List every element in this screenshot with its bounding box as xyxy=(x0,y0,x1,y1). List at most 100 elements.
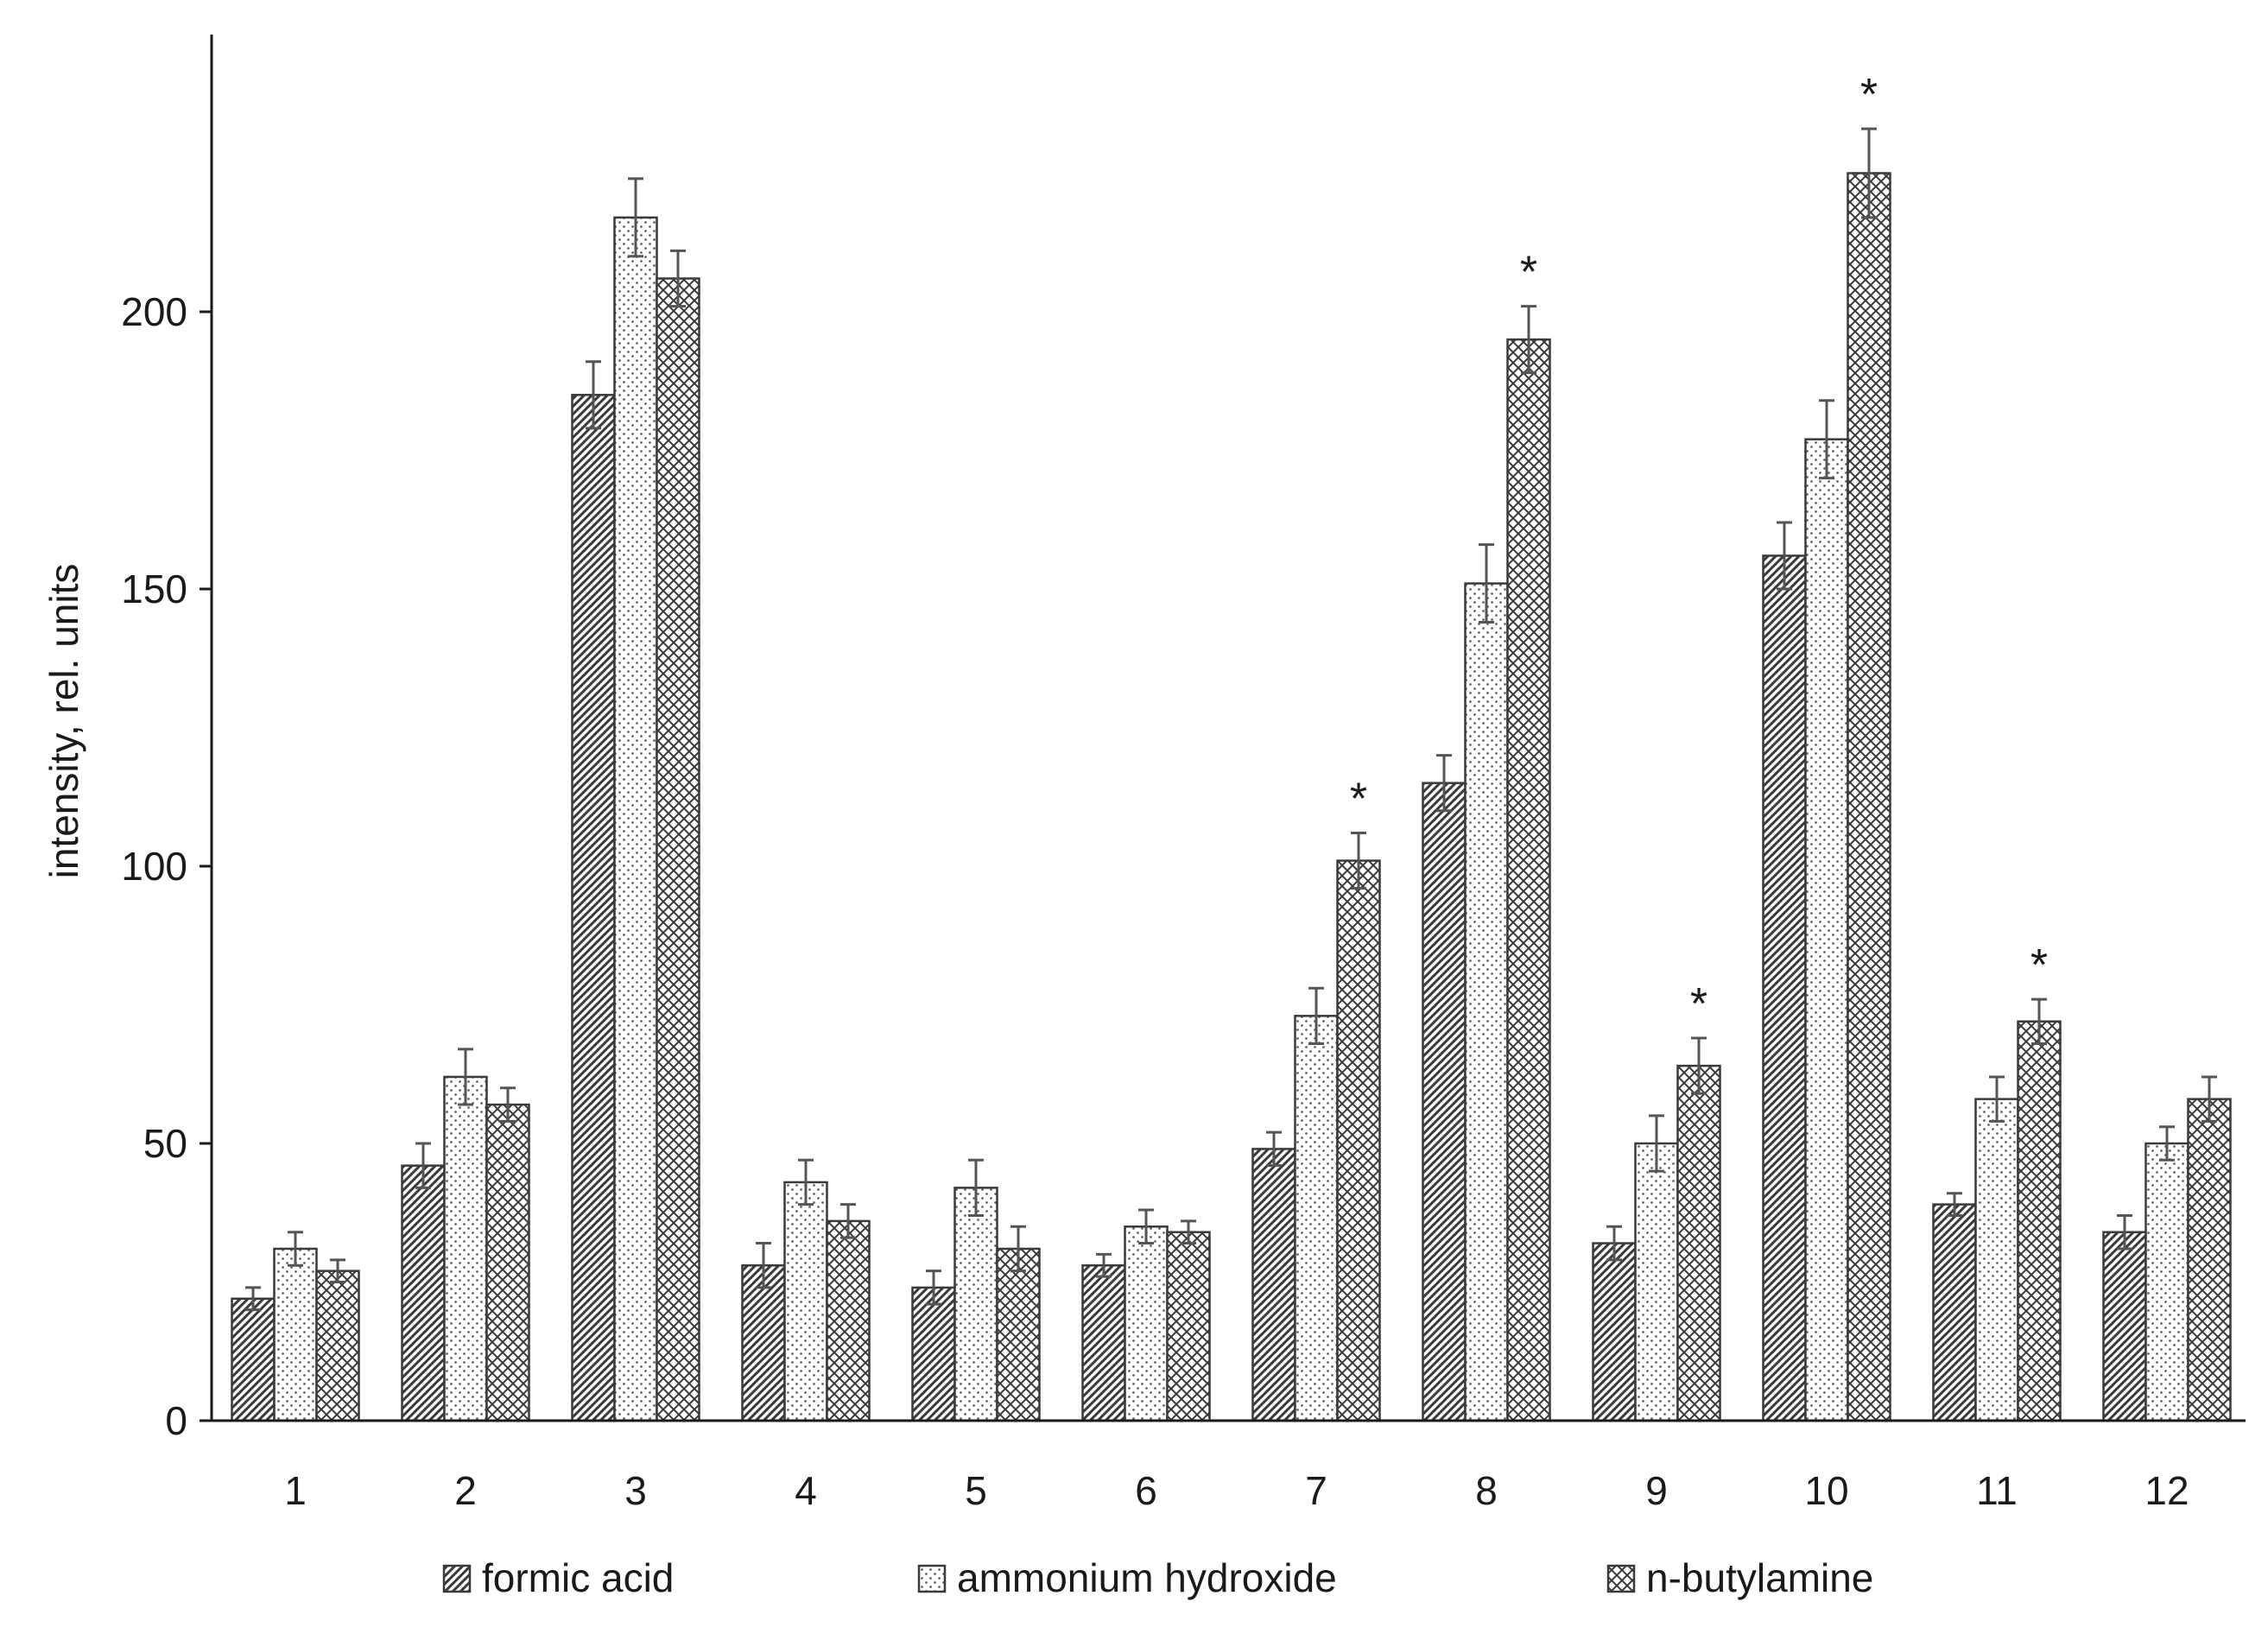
error-bar xyxy=(288,1231,303,1267)
bar-n-butylamine xyxy=(1847,172,1891,1422)
bar-formic-acid xyxy=(2102,1231,2147,1422)
bar-ammonium-hydroxide xyxy=(443,1075,488,1422)
bar-n-butylamine xyxy=(1676,1064,1721,1422)
x-tick-label: 3 xyxy=(624,1468,647,1513)
x-tick-label: 6 xyxy=(1135,1468,1157,1513)
legend-swatch xyxy=(1606,1564,1636,1593)
bar-ammonium-hydroxide xyxy=(273,1247,318,1422)
bar-formic-acid xyxy=(1932,1203,1977,1422)
error-bar xyxy=(1010,1225,1026,1273)
error-bar xyxy=(2117,1213,2132,1251)
bar-n-butylamine xyxy=(1336,859,1381,1422)
bar-n-butylamine xyxy=(485,1103,530,1422)
error-bar xyxy=(1479,543,1494,624)
y-tick-label: 50 xyxy=(143,1121,187,1166)
error-bar xyxy=(968,1158,984,1217)
bar-n-butylamine xyxy=(315,1270,360,1422)
x-axis-ticks: 1 2 3 4 5 6 7 8 9 10 11 12 xyxy=(284,1468,2189,1513)
legend: formic acid ammonium hydroxide n-butylamin… xyxy=(442,1555,1873,1600)
bar-formic-acid xyxy=(911,1286,956,1422)
error-bar xyxy=(415,1142,431,1189)
bar-n-butylamine xyxy=(2017,1020,2062,1422)
bar-ammonium-hydroxide xyxy=(1124,1225,1169,1422)
significance-star: * xyxy=(1860,70,1878,120)
error-bar xyxy=(1181,1219,1196,1245)
error-bar xyxy=(330,1258,345,1283)
legend-label: n-butylamine xyxy=(1646,1555,1873,1600)
significance-star: * xyxy=(1690,979,1707,1029)
x-tick-label: 7 xyxy=(1305,1468,1327,1513)
legend-item: formic acid xyxy=(442,1555,674,1600)
bar-n-butylamine xyxy=(656,277,700,1422)
bar-formic-acid xyxy=(1422,782,1467,1422)
error-bar xyxy=(245,1286,261,1312)
bar-ammonium-hydroxide xyxy=(783,1181,828,1422)
error-bar xyxy=(2031,997,2047,1045)
error-bar xyxy=(458,1048,473,1106)
bar-formic-acid xyxy=(1081,1263,1126,1422)
error-bar xyxy=(586,360,601,430)
bar-formic-acid xyxy=(1251,1148,1296,1422)
x-tick-label: 5 xyxy=(965,1468,987,1513)
x-tick-label: 8 xyxy=(1475,1468,1498,1513)
error-bar xyxy=(1096,1252,1112,1278)
bar-ammonium-hydroxide xyxy=(1974,1098,2019,1422)
bar-ammonium-hydroxide xyxy=(1634,1142,1679,1422)
y-axis-ticks: 0 50 100 150 200 xyxy=(121,289,212,1443)
error-bar xyxy=(1691,1036,1707,1095)
y-tick-label: 200 xyxy=(121,289,187,334)
error-bar xyxy=(628,177,643,258)
error-bar xyxy=(500,1086,516,1123)
bar-ammonium-hydroxide xyxy=(613,216,658,1422)
bar-ammonium-hydroxide xyxy=(1294,1015,1339,1422)
bar-n-butylamine xyxy=(996,1247,1041,1422)
x-tick-label: 1 xyxy=(284,1468,307,1513)
error-bar xyxy=(1989,1075,2005,1123)
legend-swatch xyxy=(917,1564,947,1593)
significance-star: * xyxy=(1350,774,1367,824)
error-bar xyxy=(1947,1192,1962,1217)
y-tick-label: 150 xyxy=(121,567,187,611)
error-bar xyxy=(1777,521,1792,591)
x-tick-label: 11 xyxy=(1976,1468,2018,1513)
legend-item: ammonium hydroxide xyxy=(917,1555,1337,1600)
error-bar xyxy=(1436,754,1452,813)
y-tick-label: 0 xyxy=(165,1398,187,1443)
error-bar xyxy=(670,249,686,308)
bar-n-butylamine xyxy=(826,1219,871,1422)
x-tick-label: 4 xyxy=(795,1468,817,1513)
bar-n-butylamine xyxy=(2187,1098,2232,1422)
x-tick-label: 12 xyxy=(2144,1468,2189,1513)
bar-formic-acid xyxy=(231,1297,276,1422)
bars-group xyxy=(231,172,2232,1422)
y-tick-label: 100 xyxy=(121,844,187,889)
bar-ammonium-hydroxide xyxy=(1464,582,1509,1422)
error-bar xyxy=(1266,1130,1282,1168)
legend-label: ammonium hydroxide xyxy=(957,1555,1337,1600)
bar-ammonium-hydroxide xyxy=(953,1187,998,1422)
x-tick-label: 10 xyxy=(1804,1468,1848,1513)
bar-ammonium-hydroxide xyxy=(2144,1142,2189,1422)
bar-n-butylamine xyxy=(1166,1231,1211,1422)
error-bar xyxy=(1138,1208,1154,1245)
error-bar xyxy=(1521,305,1536,375)
error-bar xyxy=(1606,1225,1622,1262)
significance-markers: * * * * * xyxy=(1350,70,2048,1029)
significance-star: * xyxy=(2030,940,2048,991)
error-bar xyxy=(1649,1114,1664,1173)
bar-formic-acid xyxy=(1762,554,1807,1422)
error-bar xyxy=(2201,1075,2217,1123)
legend-swatch xyxy=(442,1564,472,1593)
x-tick-label: 9 xyxy=(1645,1468,1668,1513)
error-bar xyxy=(1819,399,1834,480)
significance-star: * xyxy=(1520,248,1537,298)
error-bar xyxy=(756,1242,771,1289)
bar-formic-acid xyxy=(401,1164,446,1422)
error-bar xyxy=(2159,1125,2175,1162)
error-bars-group xyxy=(245,127,2217,1312)
legend-item: n-butylamine xyxy=(1606,1555,1873,1600)
x-tick-label: 2 xyxy=(454,1468,477,1513)
bar-ammonium-hydroxide xyxy=(1804,438,1849,1422)
error-bar xyxy=(1861,127,1877,219)
